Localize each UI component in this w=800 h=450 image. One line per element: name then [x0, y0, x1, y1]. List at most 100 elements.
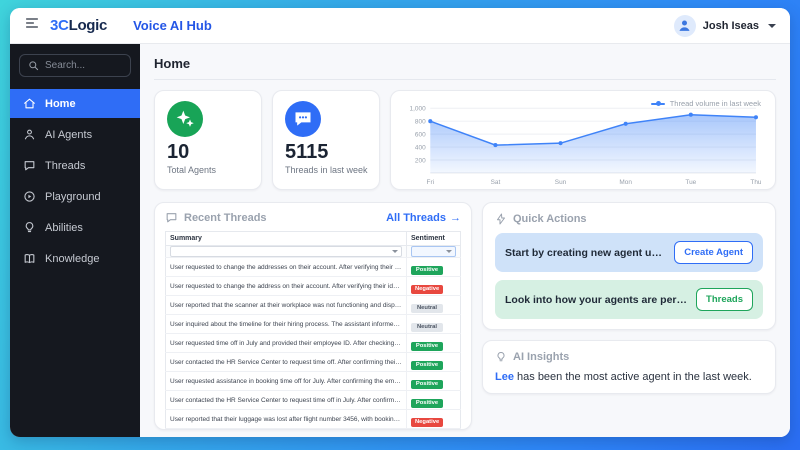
- logo-rest: Logic: [68, 17, 108, 34]
- insight-body: has been the most active agent in the la…: [513, 371, 752, 383]
- abilities-icon: [23, 221, 36, 234]
- avatar: [673, 14, 696, 37]
- ai-insights-header: AI Insights: [495, 351, 763, 363]
- search-icon: [28, 60, 39, 71]
- user-name: Josh Iseas: [702, 19, 759, 32]
- thread-summary: User reported that their luggage was los…: [165, 409, 407, 429]
- page-title: Home: [154, 54, 776, 80]
- sentiment-filter-dropdown[interactable]: [411, 246, 456, 257]
- sentiment-badge: Negative: [411, 417, 444, 427]
- ai-agents-icon: [23, 128, 36, 141]
- sidebar-item-abilities[interactable]: Abilities: [10, 213, 140, 242]
- sidebar-item-ai-agents[interactable]: AI Agents: [10, 120, 140, 149]
- thread-row[interactable]: User contacted the HR Service Center to …: [165, 390, 461, 410]
- sidebar-item-playground[interactable]: Playground: [10, 182, 140, 211]
- summary-column-header: Summary: [165, 231, 407, 246]
- svg-text:1,000: 1,000: [410, 106, 426, 113]
- quick-actions-card: Quick Actions Start by creating new agen…: [482, 202, 776, 330]
- thread-summary: User contacted the HR Service Center to …: [165, 390, 407, 410]
- agents-performance-banner-text: Look into how your agents are performing…: [505, 293, 688, 306]
- stats-row: 10 Total Agents 5115 Threads in last wee…: [154, 90, 776, 190]
- lightbulb-icon: [495, 351, 507, 363]
- sentiment-filter-cell: [406, 245, 461, 258]
- sidebar-item-label: Knowledge: [45, 252, 100, 265]
- thread-row[interactable]: User reported that the scanner at their …: [165, 295, 461, 315]
- user-menu[interactable]: Josh Iseas: [673, 14, 776, 37]
- thread-sentiment-cell: Negative: [406, 276, 461, 296]
- sidebar-item-knowledge[interactable]: Knowledge: [10, 244, 140, 273]
- threads-count-value: 5115: [285, 141, 329, 163]
- home-icon: [23, 97, 36, 110]
- thread-row[interactable]: User requested time off in July and prov…: [165, 333, 461, 353]
- total-agents-value: 10: [167, 141, 190, 163]
- thread-summary: User requested to change the addresses o…: [165, 257, 407, 277]
- svg-text:Tue: Tue: [685, 179, 696, 186]
- total-agents-card: 10 Total Agents: [154, 90, 262, 190]
- chevron-down-icon: [768, 23, 776, 28]
- thread-summary: User requested to change the address on …: [165, 276, 407, 296]
- thread-row[interactable]: User contacted the HR Service Center to …: [165, 352, 461, 372]
- thread-summary: User inquired about the timeline for the…: [165, 314, 407, 334]
- thread-row[interactable]: User requested assistance in booking tim…: [165, 371, 461, 391]
- svg-text:200: 200: [415, 157, 426, 164]
- thread-sentiment-cell: Neutral: [406, 295, 461, 315]
- thread-summary: User requested time off in July and prov…: [165, 333, 407, 353]
- thread-row[interactable]: User requested to change the addresses o…: [165, 257, 461, 277]
- menu-icon[interactable]: [24, 15, 40, 36]
- svg-text:Mon: Mon: [619, 179, 632, 186]
- thread-sentiment-cell: Positive: [406, 371, 461, 391]
- chart-legend: Thread volume in last week: [650, 99, 761, 108]
- thread-sentiment-cell: Neutral: [406, 428, 461, 429]
- create-agent-button[interactable]: Create Agent: [674, 241, 753, 264]
- thread-row[interactable]: User reported that their luggage was los…: [165, 409, 461, 429]
- thread-sentiment-cell: Positive: [406, 352, 461, 372]
- thread-sentiment-cell: Positive: [406, 333, 461, 353]
- sidebar-search[interactable]: [19, 54, 131, 77]
- thread-summary: User reported that the scanner at their …: [165, 295, 407, 315]
- quick-actions-title: Quick Actions: [513, 213, 587, 225]
- agent-name-highlight: Lee: [495, 371, 514, 383]
- summary-filter-dropdown[interactable]: [170, 246, 402, 257]
- all-threads-label: All Threads: [386, 211, 446, 224]
- sentiment-badge: Neutral: [411, 303, 443, 313]
- agents-performance-banner: Look into how your agents are performing…: [495, 280, 763, 319]
- thread-sentiment-cell: Positive: [406, 390, 461, 410]
- ai-insights-title: AI Insights: [513, 351, 570, 363]
- sidebar-item-home[interactable]: Home: [10, 89, 140, 118]
- threads-icon: [165, 211, 178, 224]
- chevron-down-icon: [446, 250, 452, 253]
- main-content: Home 10 Total Agents 5115 Threads in las…: [140, 44, 790, 437]
- sparkles-icon: [167, 101, 203, 137]
- svg-text:Sat: Sat: [491, 179, 501, 186]
- app-body: Home AI Agents Threads Playground Abilities K…: [10, 44, 790, 437]
- knowledge-icon: [23, 252, 36, 265]
- all-threads-link[interactable]: All Threads →: [386, 212, 461, 224]
- chat-dots-icon: [285, 101, 321, 137]
- threads-button[interactable]: Threads: [696, 288, 753, 311]
- recent-threads-title-group: Recent Threads: [165, 211, 267, 224]
- thread-row[interactable]: User reported a lost luggage issue at IA…: [165, 428, 461, 429]
- sentiment-badge: Positive: [411, 398, 443, 408]
- thread-volume-chart: 200 400 600 800 1,000 Fri Sat Sun Mon Tue Thu: [399, 97, 767, 187]
- svg-text:600: 600: [415, 131, 426, 138]
- sentiment-badge: Positive: [411, 265, 443, 275]
- sidebar-item-threads[interactable]: Threads: [10, 151, 140, 180]
- recent-threads-card: Recent Threads All Threads → Sum: [154, 202, 472, 430]
- thread-row[interactable]: User requested to change the address on …: [165, 276, 461, 296]
- right-column: Quick Actions Start by creating new agen…: [482, 202, 776, 394]
- sentiment-badge: Positive: [411, 379, 443, 389]
- sentiment-badge: Positive: [411, 341, 443, 351]
- thread-sentiment-cell: Negative: [406, 409, 461, 429]
- sidebar-item-label: Playground: [45, 190, 101, 203]
- thread-row[interactable]: User inquired about the timeline for the…: [165, 314, 461, 334]
- legend-marker-icon: [650, 101, 665, 106]
- lightning-icon: [495, 213, 507, 225]
- thread-sentiment-cell: Neutral: [406, 314, 461, 334]
- search-input[interactable]: [45, 60, 122, 71]
- create-agent-banner: Start by creating new agent using AI! Cr…: [495, 233, 763, 272]
- sidebar-item-label: Threads: [45, 159, 86, 172]
- arrow-right-icon: →: [450, 211, 461, 224]
- svg-text:400: 400: [415, 144, 426, 151]
- summary-filter-cell: [165, 245, 407, 258]
